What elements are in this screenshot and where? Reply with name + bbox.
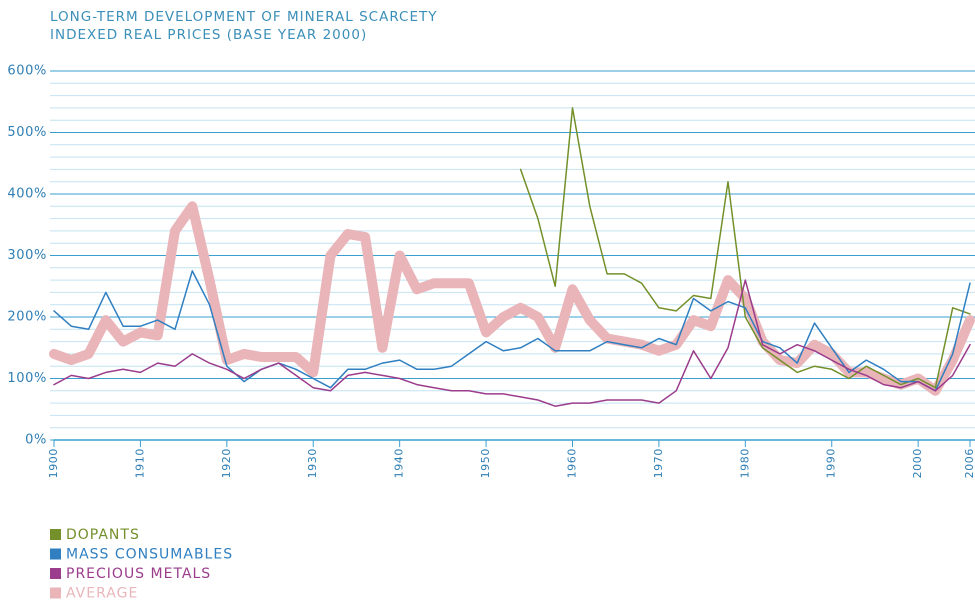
- y-tick-label: 600%: [7, 64, 47, 79]
- x-tick-label: 1960: [565, 448, 578, 478]
- legend-swatch: [50, 548, 61, 560]
- x-tick-label: 1900: [47, 448, 60, 478]
- y-tick-label: 100%: [7, 371, 47, 386]
- legend-label: PRECIOUS METALS: [66, 566, 211, 582]
- series-line: [519, 107, 971, 389]
- series-line: [49, 201, 975, 396]
- x-tick-label: 1970: [652, 448, 665, 478]
- y-tick-label: 300%: [7, 248, 47, 263]
- legend-label: DOPANTS: [66, 527, 140, 543]
- legend-swatch: [50, 529, 61, 540]
- x-tick-label: 1940: [393, 448, 406, 478]
- x-tick-label: 1990: [825, 448, 838, 478]
- y-tick-label: 500%: [7, 125, 47, 140]
- y-tick-label: 400%: [7, 187, 47, 202]
- x-tick-label: 1980: [738, 448, 751, 478]
- x-tick-label: 2006: [963, 448, 975, 478]
- y-tick-label: 0%: [25, 433, 47, 448]
- x-tick-label: 2000: [911, 448, 924, 478]
- series-line: [53, 270, 971, 392]
- chart-subtitle: INDEXED REAL PRICES (BASE YEAR 2000): [50, 27, 367, 43]
- legend-swatch: [50, 568, 61, 579]
- legend-swatch: [50, 587, 61, 599]
- legend-label: AVERAGE: [66, 586, 138, 601]
- x-tick-label: 1910: [133, 448, 146, 478]
- x-tick-label: 1920: [220, 448, 233, 478]
- x-tick-label: 1950: [479, 448, 492, 478]
- x-tick-label: 1930: [306, 448, 319, 478]
- y-tick-label: 200%: [7, 310, 47, 325]
- chart-title: LONG-TERM DEVELOPMENT OF MINERAL SCARCET…: [50, 9, 437, 25]
- legend-label: MASS CONSUMABLES: [66, 547, 233, 563]
- series-line: [53, 279, 971, 407]
